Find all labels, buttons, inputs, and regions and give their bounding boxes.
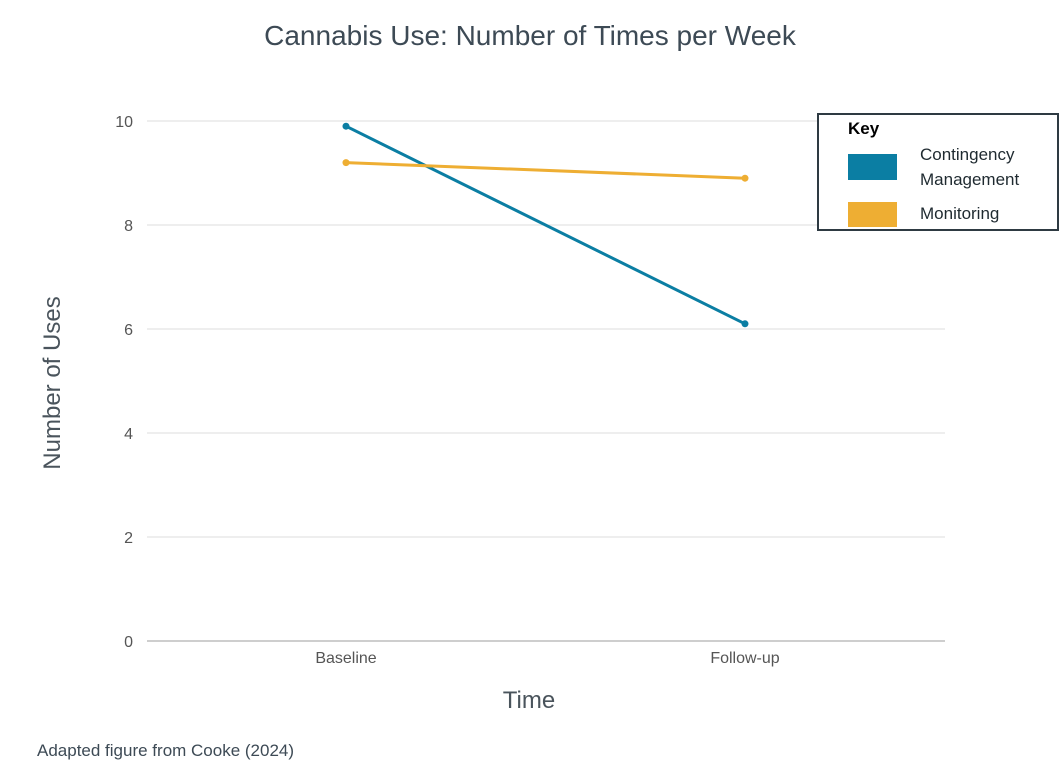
data-point-contingency-management-0: [342, 122, 350, 130]
series-lines: [342, 122, 749, 328]
legend-title: Key: [848, 119, 880, 138]
data-point-monitoring-1: [741, 174, 749, 182]
y-axis-label: Number of Uses: [39, 296, 66, 469]
y-tick-label: 8: [124, 218, 133, 235]
chart-title: Cannabis Use: Number of Times per Week: [264, 20, 797, 51]
y-tick-label: 2: [124, 530, 133, 547]
data-point-contingency-management-1: [741, 320, 749, 328]
data-point-monitoring-0: [342, 159, 350, 167]
legend-swatch-monitoring: [848, 202, 897, 227]
series-line-monitoring: [345, 161, 746, 180]
x-axis-ticks: Baseline Follow-up: [315, 650, 779, 667]
series-line-contingency-management: [345, 124, 746, 326]
y-axis-ticks: 0 2 4 6 8 10: [115, 114, 133, 651]
x-tick-label: Follow-up: [710, 650, 779, 667]
x-axis-label: Time: [503, 687, 555, 714]
y-tick-label: 0: [124, 634, 133, 651]
y-tick-label: 10: [115, 114, 133, 131]
legend-label-monitoring: Monitoring: [920, 204, 999, 223]
legend: Key Contingency Management Monitoring: [817, 113, 1059, 231]
y-tick-label: 4: [124, 426, 133, 443]
legend-label-contingency-management: Contingency Management: [920, 145, 1020, 189]
source-note: Adapted figure from Cooke (2024): [37, 741, 294, 760]
y-tick-label: 6: [124, 322, 133, 339]
legend-swatch-contingency-management: [848, 154, 897, 180]
x-tick-label: Baseline: [315, 650, 376, 667]
